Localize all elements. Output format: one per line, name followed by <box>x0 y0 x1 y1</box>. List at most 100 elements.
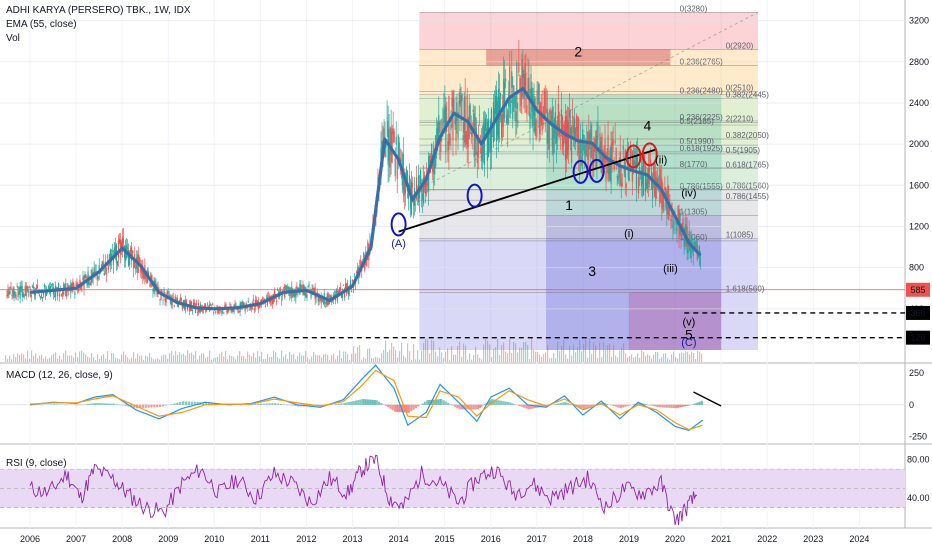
wave-label: (iv) <box>681 188 696 200</box>
candle-body <box>676 224 678 232</box>
macd-y-tick-label: 250 <box>909 368 924 378</box>
volume-bar <box>701 353 703 362</box>
macd-histogram-bar <box>476 404 480 410</box>
volume-bar <box>311 356 313 362</box>
volume-bar <box>285 354 287 362</box>
volume-bar <box>661 357 663 362</box>
volume-bar <box>467 359 469 362</box>
volume-bar <box>55 352 57 362</box>
candle-body <box>244 305 246 312</box>
volume-bar <box>303 355 305 362</box>
candle-body <box>105 267 107 276</box>
volume-bar <box>603 342 605 362</box>
candle-body <box>554 112 556 134</box>
candle-body <box>252 299 254 301</box>
macd-histogram-bar <box>675 404 678 409</box>
macd-histogram-bar <box>384 404 387 406</box>
volume-bar <box>611 357 613 362</box>
volume-bar <box>83 352 85 362</box>
candle-body <box>253 308 255 311</box>
volume-bar <box>419 359 421 362</box>
volume-bar <box>195 351 197 362</box>
macd-histogram-bar <box>465 404 468 410</box>
candle-body <box>542 122 544 125</box>
volume-bar <box>369 348 371 362</box>
volume-bar <box>139 355 141 362</box>
candle-body <box>517 120 519 123</box>
x-tick-label: 2010 <box>204 534 224 544</box>
volume-bar <box>569 345 571 362</box>
volume-bar <box>525 341 527 362</box>
candle-body <box>22 292 24 298</box>
candle-body <box>20 285 22 292</box>
volume-bar <box>13 354 15 362</box>
volume-bar <box>167 358 169 362</box>
volume-bar <box>325 354 327 362</box>
macd-histogram-bar <box>676 404 679 408</box>
candle-body <box>367 241 369 253</box>
macd-histogram-bar <box>681 404 685 407</box>
macd-histogram-bar <box>359 399 362 405</box>
macd-histogram-bar <box>150 404 153 408</box>
candle-body <box>617 175 619 181</box>
macd-histogram-bar <box>670 404 673 408</box>
volume-bar <box>269 357 271 362</box>
candle-body <box>463 99 465 133</box>
volume-bar <box>465 345 467 362</box>
volume-bar <box>375 356 377 362</box>
candle-body <box>45 292 48 296</box>
candle-body <box>212 303 214 305</box>
volume-bar <box>501 345 503 362</box>
macd-histogram-bar <box>585 404 588 409</box>
macd-histogram-bar <box>683 404 686 407</box>
candle-body <box>242 301 244 306</box>
volume-bar <box>143 359 145 362</box>
macd-signal-line <box>29 369 703 431</box>
candle-body <box>449 138 451 141</box>
candle-body <box>512 95 514 120</box>
macd-histogram-bar <box>444 401 447 405</box>
volume-bar <box>595 345 597 362</box>
candle-body <box>185 300 187 306</box>
x-tick-label: 2024 <box>849 534 869 544</box>
candle-body <box>691 242 693 245</box>
fib-zone <box>419 49 758 95</box>
candle-body <box>131 246 133 261</box>
macd-histogram-bar <box>440 399 443 405</box>
candle-body <box>521 59 523 97</box>
volume-bar <box>583 344 585 362</box>
candle-body <box>472 109 474 113</box>
volume-bar <box>471 359 473 362</box>
volume-bar <box>383 349 385 362</box>
candle-body <box>66 291 68 296</box>
macd-line <box>29 364 704 431</box>
volume-bar <box>431 340 433 362</box>
volume-bar <box>631 354 633 362</box>
macd-histogram-bar <box>490 399 493 405</box>
volume-bar <box>317 355 319 362</box>
volume-bar <box>427 339 429 362</box>
candle-body <box>469 104 471 120</box>
volume-bar <box>635 356 637 362</box>
candle-body <box>339 287 342 292</box>
volume-bar <box>51 355 53 362</box>
fib-zone <box>628 292 722 350</box>
volume-bar <box>669 359 671 362</box>
volume-bar <box>171 350 173 362</box>
y-tick-label: 800 <box>909 263 924 273</box>
y-tick-label: 1200 <box>909 221 929 231</box>
candle-body <box>180 298 182 301</box>
volume-bar <box>423 343 425 362</box>
candle-body <box>32 286 34 289</box>
macd-histogram-bar <box>453 404 457 407</box>
macd-histogram-bar <box>687 404 690 406</box>
candle-body <box>634 161 637 167</box>
volume-bar <box>387 352 389 362</box>
candle-body <box>41 297 44 299</box>
volume-bar <box>241 355 243 362</box>
candle-body <box>11 294 13 297</box>
candle-body <box>113 247 116 259</box>
macd-histogram-bar <box>410 404 413 412</box>
candle-body <box>557 103 559 126</box>
